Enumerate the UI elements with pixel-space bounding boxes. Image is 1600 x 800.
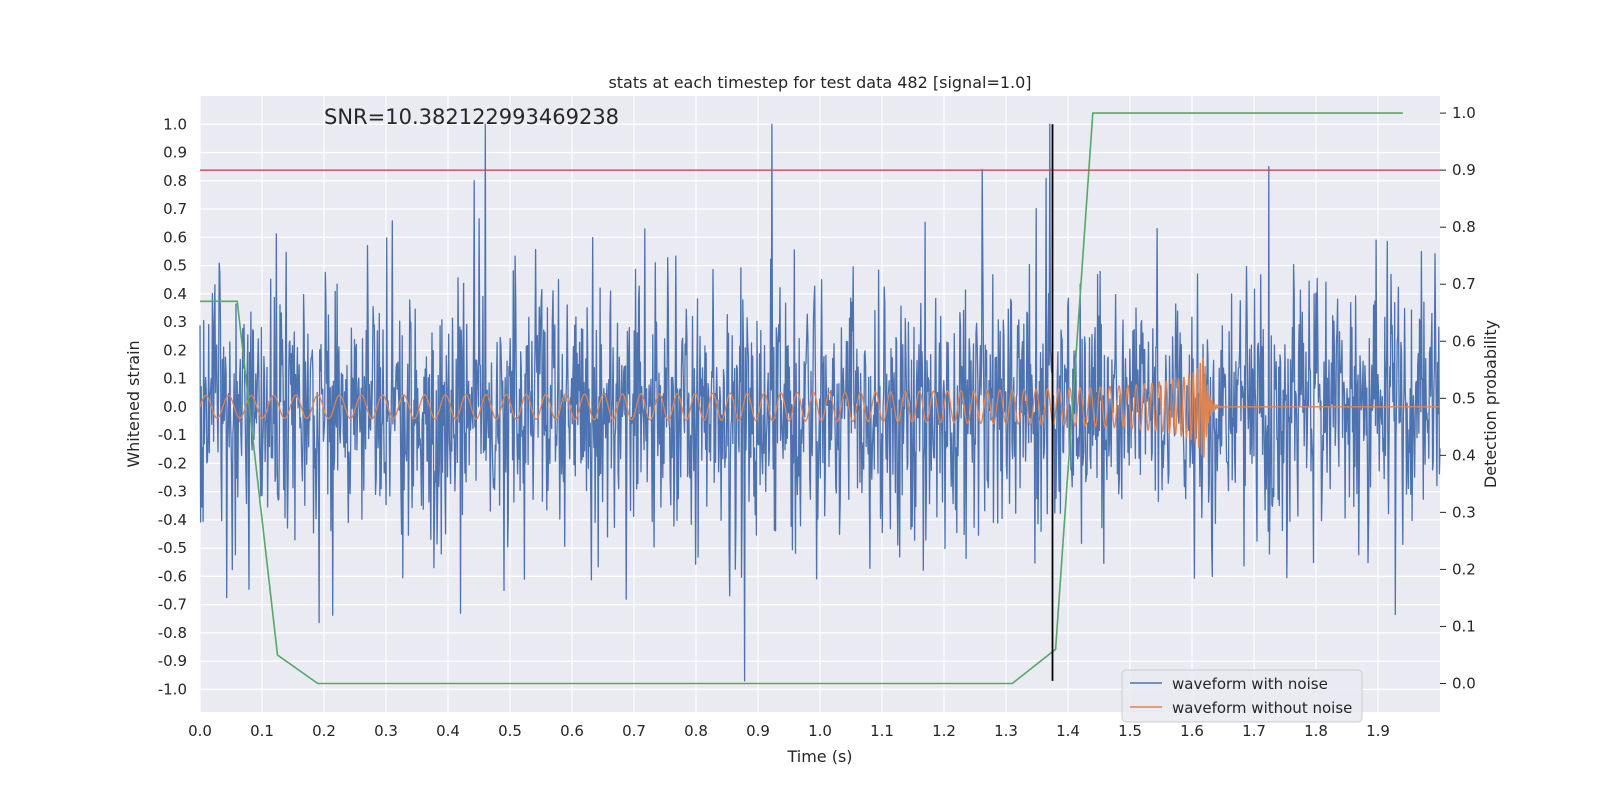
series-waveform-without-noise [199,357,1440,458]
y-tick-label: -0.2 [158,454,187,472]
series-detection-probability [200,112,1403,685]
x-tick-label: 1.5 [1118,722,1142,740]
y-right-tick-label: 1.0 [1452,104,1476,122]
y-tick-label: 1.0 [163,115,187,133]
y-right-tick-label: 0.5 [1452,389,1476,407]
legend-label-noise: waveform with noise [1172,675,1328,693]
x-axis-label: Time (s) [786,747,852,766]
y-right-tick-label: 0.6 [1452,332,1476,350]
y-tick-label: -0.4 [158,511,187,529]
x-tick-label: 1.9 [1366,722,1390,740]
x-tick-label: 0.2 [312,722,336,740]
y-right-tick-label: 0.8 [1452,218,1476,236]
x-tick-label: 1.1 [870,722,894,740]
x-tick-label: 0.3 [374,722,398,740]
y-tick-label: -0.3 [158,483,187,501]
y-tick-label: 0.8 [163,172,187,190]
series-waveform-with-noise [199,123,1441,682]
y-tick-label: -0.6 [158,567,187,585]
y-right-tick-label: 0.7 [1452,275,1476,293]
y-right-tick-label: 0.9 [1452,161,1476,179]
y-axis-right-label: Detection probability [1481,320,1500,488]
y-tick-label: 0.9 [163,144,187,162]
overlay-layer [200,112,1440,685]
axes-layer: 0.0 0.1 0.2 0.3 0.4 0.5 0.6 0.7 0.8 0.9 1.0 1.1 1.2 1… [158,104,1476,740]
y-right-tick-label: 0.3 [1452,503,1476,521]
x-tick-label: 0.5 [498,722,522,740]
y-tick-label: 0.1 [163,370,187,388]
y-tick-label: 0.7 [163,200,187,218]
series-layer [199,123,1441,682]
y-tick-label: -0.5 [158,539,187,557]
y-tick-label: -0.1 [158,426,187,444]
snr-annotation: SNR=10.382122993469238 [324,105,619,129]
y-tick-label: -0.9 [158,652,187,670]
y-tick-label: 0.4 [163,285,187,303]
y-tick-label: 0.3 [163,313,187,331]
legend-label-clean: waveform without noise [1172,699,1352,717]
x-tick-label: 0.7 [622,722,646,740]
x-tick-label: 1.6 [1180,722,1204,740]
legend: waveform with noise waveform without noi… [1121,669,1363,723]
y-right-tick-label: 0.0 [1452,674,1476,692]
x-tick-label: 1.4 [1056,722,1080,740]
x-tick-label: 0.0 [188,722,212,740]
y-right-tick-label: 0.2 [1452,560,1476,578]
x-tick-label: 0.8 [684,722,708,740]
y-tick-label: 0.5 [163,257,187,275]
x-tick-label: 1.0 [808,722,832,740]
y-tick-label: 0.0 [163,398,187,416]
x-tick-label: 0.1 [250,722,274,740]
y-tick-label: -0.8 [158,624,187,642]
x-tick-label: 1.2 [932,722,956,740]
y-axis-label: Whitened strain [124,340,143,467]
x-tick-label: 0.4 [436,722,460,740]
x-tick-label: 0.6 [560,722,584,740]
x-tick-label: 1.7 [1242,722,1266,740]
x-tick-label: 1.3 [994,722,1018,740]
y-tick-label: 0.6 [163,228,187,246]
y-tick-label: -1.0 [158,680,187,698]
y-right-tick-label: 0.1 [1452,617,1476,635]
y-tick-label: -0.7 [158,596,187,614]
y-tick-label: 0.2 [163,341,187,359]
chart-title: stats at each timestep for test data 482… [608,73,1031,92]
x-tick-label: 1.8 [1304,722,1328,740]
y-right-tick-label: 0.4 [1452,446,1476,464]
legend-box [1121,669,1363,723]
x-tick-label: 0.9 [746,722,770,740]
